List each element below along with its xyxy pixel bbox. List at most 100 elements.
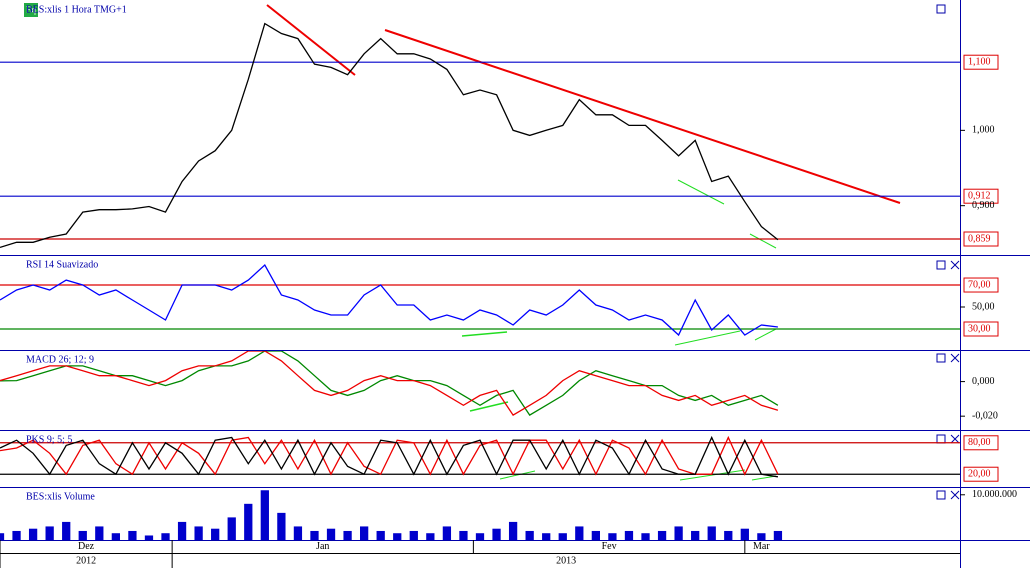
volume-bar [0,533,5,540]
close-button[interactable] [950,260,960,270]
volume-bar [326,528,336,540]
volume-bar [525,530,534,540]
volume-bar [293,526,303,540]
panel [0,263,960,337]
volume-bar [542,533,551,540]
panel-title: BES:xlis 1 Hora TMG+1 [26,4,127,15]
volume-bar [773,530,783,540]
volume-bar [459,530,468,540]
volume-bar [707,526,716,540]
close-button[interactable] [950,353,960,363]
y-tick-label: 1,000 [972,125,995,136]
level-box [963,321,999,337]
close-button[interactable] [950,434,960,444]
volume-bar [360,526,369,540]
y-tick-label: 50,00 [972,301,995,312]
level-box [963,231,999,247]
volume-bar [442,526,452,540]
level-label: 0,859 [968,233,991,244]
level-box [963,54,999,70]
volume-bar [691,530,700,540]
period-label: Mar [753,541,770,552]
level-box [963,277,999,293]
panel-title: MACD 26; 12; 9 [26,354,94,365]
volume-bar [624,530,634,540]
volume-bar [260,490,269,540]
volume-bar [475,533,485,540]
volume-bar [492,528,501,540]
year-label: 2013 [556,555,576,566]
volume-bar [12,530,21,540]
panel-title: PKS 9; 5; 5 [26,434,72,445]
y-tick-label: 0,000 [972,376,995,387]
volume-bar [244,503,253,540]
volume-bar [508,521,518,540]
volume-bar [45,526,54,540]
y-tick-label: 0,900 [972,200,995,211]
panel [0,490,783,540]
level-label: 30,00 [968,323,991,334]
maximize-button[interactable] [936,353,946,363]
level-box [963,188,999,204]
volume-bar [144,535,154,540]
series-line [0,435,779,478]
level-box [963,435,999,451]
y-tick-label: 10.000.000 [972,489,1017,500]
volume-bar [62,521,71,540]
volume-bar [161,533,170,540]
volume-bar [95,526,104,540]
level-label: 80,00 [968,437,991,448]
maximize-button[interactable] [936,490,946,500]
volume-bar [343,530,352,540]
volume-bar [558,533,567,540]
volume-bar [393,533,402,540]
volume-bar [277,512,286,540]
level-label: 20,00 [968,469,991,480]
panel [0,351,779,416]
volume-bar [608,533,617,540]
volume-bar [310,530,319,540]
volume-bar [724,530,733,540]
volume-bar [194,526,203,540]
volume-bar [591,530,600,540]
volume-bar [78,530,87,540]
eq-badge-text: Eq [26,5,36,15]
series-line [0,22,779,249]
series-line [0,351,779,416]
panel-title: BES:xlis Volume [26,491,95,502]
volume-bar [575,526,584,540]
series-line [0,263,778,337]
volume-bar [757,533,766,540]
volume-bar [376,530,385,540]
level-label: 70,00 [968,279,991,290]
y-tick-label: -0,020 [972,410,998,421]
period-label: Dez [78,541,95,552]
eq-badge[interactable] [24,3,38,17]
volume-bar [111,533,120,540]
volume-bar [641,533,650,540]
panel [0,435,960,478]
level-label: 0,912 [968,191,991,202]
maximize-button[interactable] [936,260,946,270]
level-box [963,466,999,482]
maximize-button[interactable] [936,4,946,14]
panel-buttons [936,4,960,500]
volume-bar [740,528,749,540]
year-label: 2012 [76,555,96,566]
volume-bar [657,530,667,540]
volume-bar [674,526,683,540]
trendlines [266,4,901,481]
close-button[interactable] [950,490,960,500]
volume-bar [28,528,38,540]
volume-bar [211,528,220,540]
panel-title: RSI 14 Suavizado [26,259,98,270]
period-label: Jan [316,541,329,552]
period-label: Fev [602,541,617,552]
panel [0,22,960,249]
series-line [0,435,779,476]
volume-bar [227,517,236,540]
level-label: 1,100 [968,57,991,68]
volume-bar [177,521,187,540]
